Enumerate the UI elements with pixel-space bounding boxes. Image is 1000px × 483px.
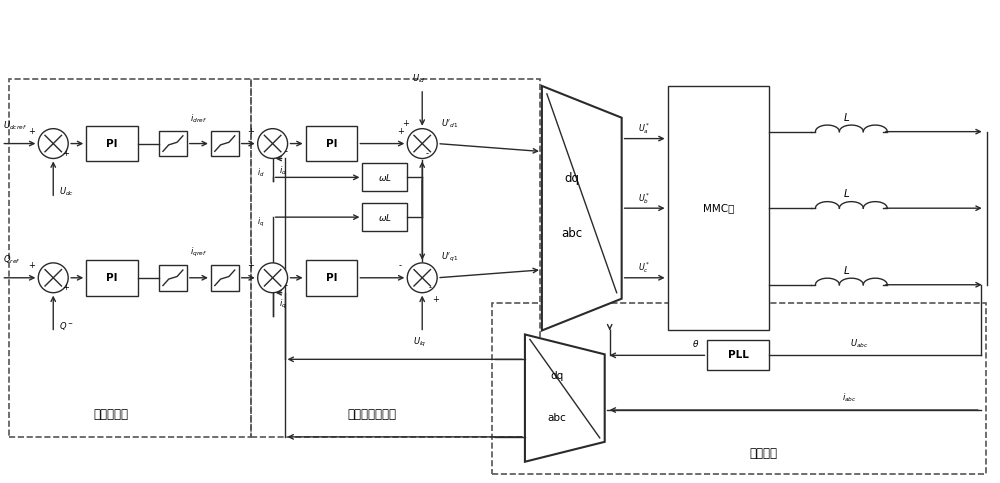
Text: +: + xyxy=(247,127,254,136)
Text: $i_d$: $i_d$ xyxy=(279,164,287,177)
Text: 内环电流控制器: 内环电流控制器 xyxy=(348,409,397,422)
Text: -: - xyxy=(399,261,402,270)
Text: $i_d$: $i_d$ xyxy=(257,166,265,179)
Text: L: L xyxy=(844,266,850,276)
Text: MMC阀: MMC阀 xyxy=(703,203,734,213)
Text: $i_{abc}$: $i_{abc}$ xyxy=(842,392,856,404)
Text: -: - xyxy=(284,281,287,290)
Text: PI: PI xyxy=(106,273,118,283)
Text: $Q^-$: $Q^-$ xyxy=(59,320,74,331)
Text: $U_{abc}$: $U_{abc}$ xyxy=(850,337,868,350)
Text: PLL: PLL xyxy=(728,350,749,360)
Text: $U'_{d1}$: $U'_{d1}$ xyxy=(441,117,459,130)
Text: $i_{dref}$: $i_{dref}$ xyxy=(190,113,207,125)
Circle shape xyxy=(258,128,288,158)
Circle shape xyxy=(38,263,68,293)
Bar xyxy=(668,86,769,330)
Polygon shape xyxy=(525,334,605,462)
Polygon shape xyxy=(542,86,622,330)
Text: $i_q$: $i_q$ xyxy=(279,298,286,311)
Text: 外环控制器: 外环控制器 xyxy=(93,409,128,422)
Bar xyxy=(211,265,239,291)
Text: PI: PI xyxy=(326,273,337,283)
Bar xyxy=(707,341,769,370)
Text: +: + xyxy=(62,283,69,292)
Text: +: + xyxy=(402,119,409,128)
Bar xyxy=(306,126,357,161)
Text: $\omega L$: $\omega L$ xyxy=(378,212,392,223)
Text: L: L xyxy=(844,113,850,123)
Text: $i_q$: $i_q$ xyxy=(257,215,265,228)
Text: dq: dq xyxy=(550,371,563,381)
Text: PI: PI xyxy=(326,139,337,149)
Bar xyxy=(86,126,138,161)
Text: $U_{dc}$: $U_{dc}$ xyxy=(59,185,74,198)
Text: +: + xyxy=(28,127,35,136)
Text: $U^*_a$: $U^*_a$ xyxy=(638,121,651,136)
Text: PI: PI xyxy=(106,139,118,149)
Text: -: - xyxy=(429,283,432,292)
Text: abc: abc xyxy=(547,413,566,423)
Text: abc: abc xyxy=(561,227,582,240)
Text: $U^*_c$: $U^*_c$ xyxy=(638,260,651,275)
Text: +: + xyxy=(397,127,404,136)
Circle shape xyxy=(407,263,437,293)
Text: $i_{qref}$: $i_{qref}$ xyxy=(190,246,207,259)
Text: +: + xyxy=(28,261,35,270)
Text: $U_{ld}$: $U_{ld}$ xyxy=(412,72,426,85)
Circle shape xyxy=(407,128,437,158)
Bar xyxy=(86,260,138,296)
Text: +: + xyxy=(62,149,69,158)
Text: $Q_{ref}$: $Q_{ref}$ xyxy=(3,254,21,266)
Circle shape xyxy=(258,263,288,293)
Circle shape xyxy=(38,128,68,158)
Text: dq: dq xyxy=(564,172,579,185)
Bar xyxy=(362,163,407,191)
Text: -: - xyxy=(284,147,287,156)
Text: 测量环节: 测量环节 xyxy=(750,447,778,460)
Text: $\omega L$: $\omega L$ xyxy=(378,172,392,183)
Bar xyxy=(306,260,357,296)
Text: $U_{dcref}$: $U_{dcref}$ xyxy=(3,119,27,132)
Text: +: + xyxy=(247,261,254,270)
Text: +: + xyxy=(432,295,439,304)
Text: $U^*_b$: $U^*_b$ xyxy=(638,191,651,206)
Text: L: L xyxy=(844,189,850,199)
Text: $U'_{q1}$: $U'_{q1}$ xyxy=(441,251,459,265)
Bar xyxy=(362,203,407,231)
Bar xyxy=(159,130,187,156)
Bar xyxy=(211,130,239,156)
Text: -: - xyxy=(426,149,429,158)
Text: $U_{lq}$: $U_{lq}$ xyxy=(413,336,426,349)
Bar xyxy=(159,265,187,291)
Text: $\theta$: $\theta$ xyxy=(692,338,699,349)
